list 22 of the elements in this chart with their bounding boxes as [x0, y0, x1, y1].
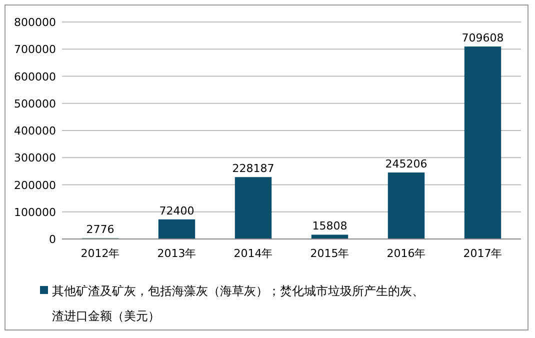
y-tick-label: 800000: [14, 16, 56, 29]
x-tick-label: 2015年: [310, 247, 350, 260]
legend-label: 其他矿渣及矿灰，包括海藻灰（海草灰）；焚化城市垃圾所产生的灰、渣进口金额（美元）: [52, 284, 424, 323]
y-tick-label: 500000: [14, 97, 56, 110]
y-tick-label: 400000: [14, 124, 56, 138]
data-label: 2776: [86, 223, 114, 236]
data-label: 15808: [312, 220, 348, 233]
x-tick-label: 2013年: [157, 247, 196, 260]
data-label: 228187: [232, 162, 274, 176]
data-label: 72400: [159, 204, 194, 218]
data-label: 709608: [462, 32, 504, 45]
y-tick-label: 700000: [14, 43, 56, 56]
x-tick-label: 2016年: [386, 247, 426, 260]
x-tick-label: 2014年: [234, 247, 273, 260]
y-tick-label: 300000: [14, 152, 56, 165]
x-tick-label: 2017年: [463, 247, 502, 260]
y-tick-label: 200000: [14, 178, 56, 192]
y-tick-label: 600000: [14, 70, 56, 84]
x-tick-label: 2012年: [80, 247, 120, 260]
y-tick-label: 0: [49, 233, 56, 246]
y-tick-label: 100000: [14, 206, 56, 219]
data-label: 245206: [385, 157, 428, 170]
